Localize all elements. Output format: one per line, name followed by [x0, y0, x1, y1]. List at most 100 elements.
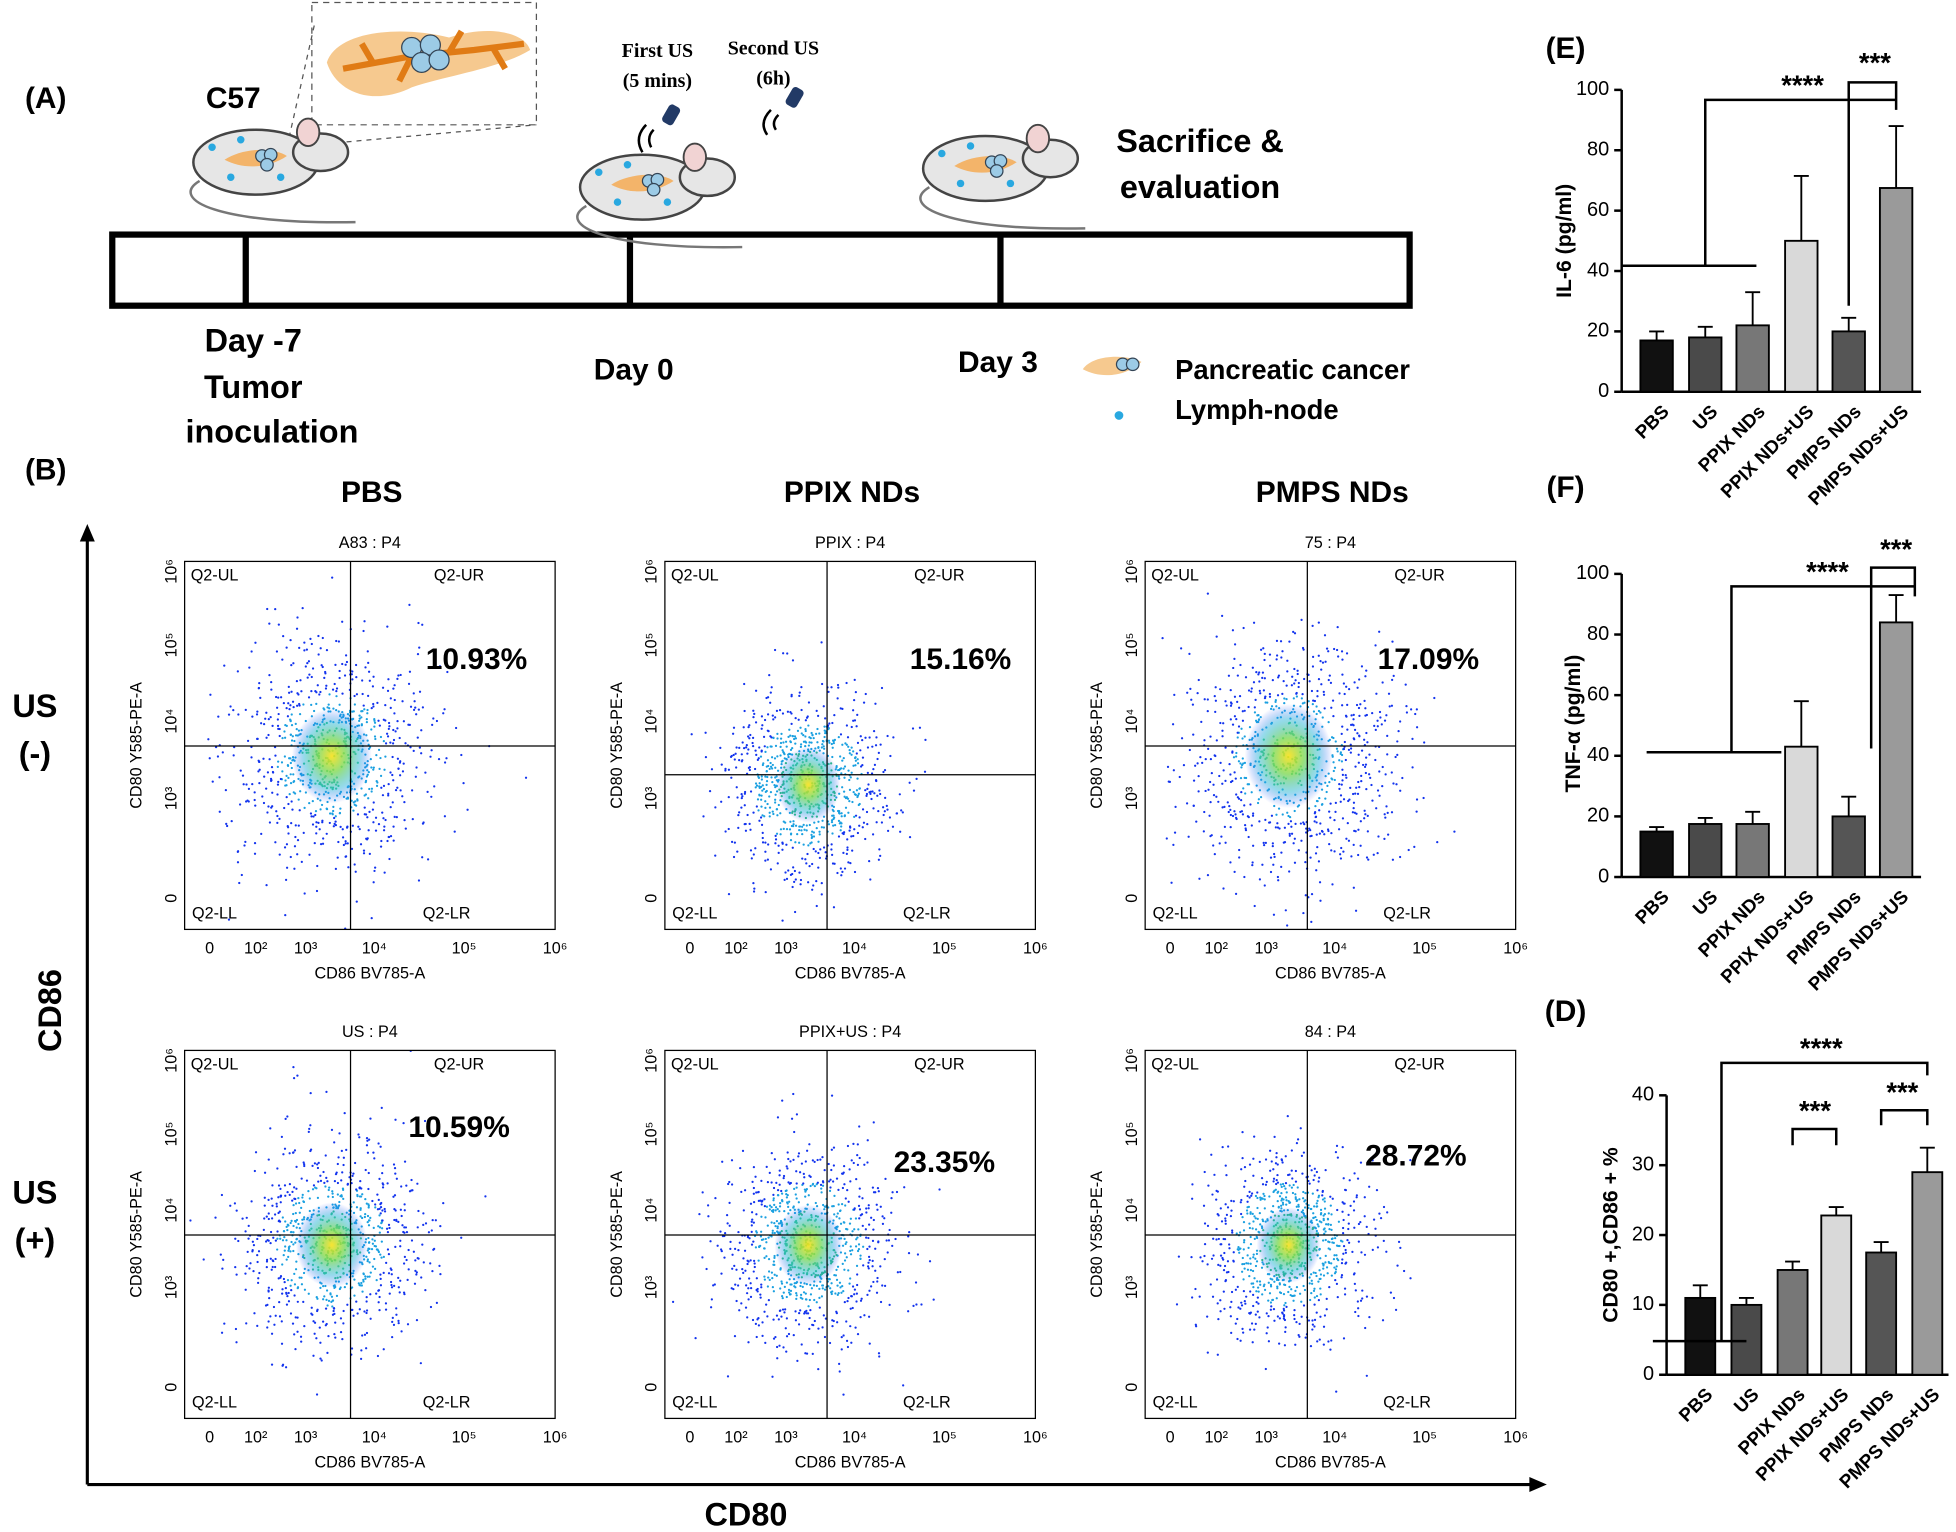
density-dot: [1356, 687, 1358, 689]
density-dot: [1269, 693, 1271, 695]
density-dot: [868, 1204, 870, 1206]
density-dot: [290, 762, 292, 764]
density-dot: [381, 1107, 383, 1109]
density-dot: [1199, 756, 1201, 758]
density-dot: [203, 1258, 205, 1260]
density-dot: [354, 703, 356, 705]
density-dot: [1209, 801, 1211, 803]
density-dot: [868, 1316, 870, 1318]
y-tick-label: 10⁴: [643, 709, 661, 734]
density-dot: [755, 782, 757, 784]
density-dot: [816, 741, 818, 743]
density-dot: [804, 728, 806, 730]
density-dot: [751, 742, 753, 744]
density-dot: [847, 861, 849, 863]
density-dot: [1238, 849, 1240, 851]
density-dot: [1320, 669, 1322, 671]
density-dot: [763, 1257, 765, 1259]
x-tick-label: 10⁶: [543, 1429, 568, 1447]
density-dot: [764, 859, 766, 861]
density-dot: [1365, 764, 1367, 766]
legend-icons: [1083, 357, 1142, 420]
axis-title: CD80: [705, 1497, 788, 1532]
density-dot: [281, 1263, 283, 1265]
density-dot: [728, 1202, 730, 1204]
density-dot: [1258, 680, 1260, 682]
density-dot: [393, 1163, 395, 1165]
quadrant-label: Q2-UL: [191, 567, 239, 585]
density-dot: [771, 767, 773, 769]
density-dot: [295, 1166, 297, 1168]
density-dot: [400, 1330, 402, 1332]
density-dot: [304, 892, 306, 894]
density-dot: [770, 1181, 772, 1183]
density-dot: [787, 1158, 789, 1160]
density-dot: [1329, 817, 1331, 819]
density-dot: [321, 804, 323, 806]
density-dot: [1197, 790, 1199, 792]
density-dot: [702, 815, 704, 817]
density-dot: [792, 866, 794, 868]
us-label: (6h): [756, 67, 790, 89]
density-dot: [418, 879, 420, 881]
density-dot: [731, 1159, 733, 1161]
density-dot: [849, 752, 851, 754]
density-dot: [737, 1249, 739, 1251]
density-dot: [783, 1311, 785, 1313]
density-dot: [364, 1275, 366, 1277]
density-dot: [1376, 852, 1378, 854]
density-dot: [755, 754, 757, 756]
density-dot: [883, 1217, 885, 1219]
density-dot: [1386, 735, 1388, 737]
density-dot: [253, 1244, 255, 1246]
density-dot: [784, 822, 786, 824]
density-dot: [337, 1163, 339, 1165]
density-dot: [404, 1256, 406, 1258]
density-dot: [315, 1187, 317, 1189]
density-dot: [381, 1219, 383, 1221]
density-dot: [279, 1188, 281, 1190]
density-dot: [811, 734, 813, 736]
density-dot: [303, 807, 305, 809]
y-tick-label: 10⁶: [162, 1048, 180, 1073]
density-dot: [378, 823, 380, 825]
density-dot: [858, 1217, 860, 1219]
density-dot: [1335, 1391, 1337, 1393]
density-dot: [1296, 692, 1298, 694]
density-dot: [807, 1312, 809, 1314]
density-dot: [339, 670, 341, 672]
density-dot: [357, 826, 359, 828]
density-dot: [312, 667, 314, 669]
density-dot: [1237, 736, 1239, 738]
density-dot: [320, 1180, 322, 1182]
density-dot: [374, 1203, 376, 1205]
density-dot: [340, 1179, 342, 1181]
density-dot: [868, 1223, 870, 1225]
density-dot: [401, 1215, 403, 1217]
density-dot: [831, 722, 833, 724]
density-dot: [787, 711, 789, 713]
density-dot: [289, 1194, 291, 1196]
density-dot: [841, 744, 843, 746]
density-dot: [806, 1150, 808, 1152]
density-dot: [397, 758, 399, 760]
x-tick-label: 0: [205, 1429, 214, 1447]
density-dot: [1238, 707, 1240, 709]
density-dot: [1385, 773, 1387, 775]
density-dot: [1269, 696, 1271, 698]
lymph-node: [1007, 180, 1014, 187]
density-dot: [782, 741, 784, 743]
density-dot: [818, 1297, 820, 1299]
density-dot: [762, 762, 764, 764]
density-dot: [282, 1239, 284, 1241]
density-dot: [356, 1194, 358, 1196]
density-dot: [832, 825, 834, 827]
density-dot: [299, 679, 301, 681]
density-dot: [798, 1152, 800, 1154]
density-dot: [915, 1303, 917, 1305]
density-dot: [767, 858, 769, 860]
density-dot: [1275, 1189, 1277, 1191]
density-dot: [378, 1296, 380, 1298]
density-dot: [787, 1206, 789, 1208]
density-dot: [373, 1227, 375, 1229]
